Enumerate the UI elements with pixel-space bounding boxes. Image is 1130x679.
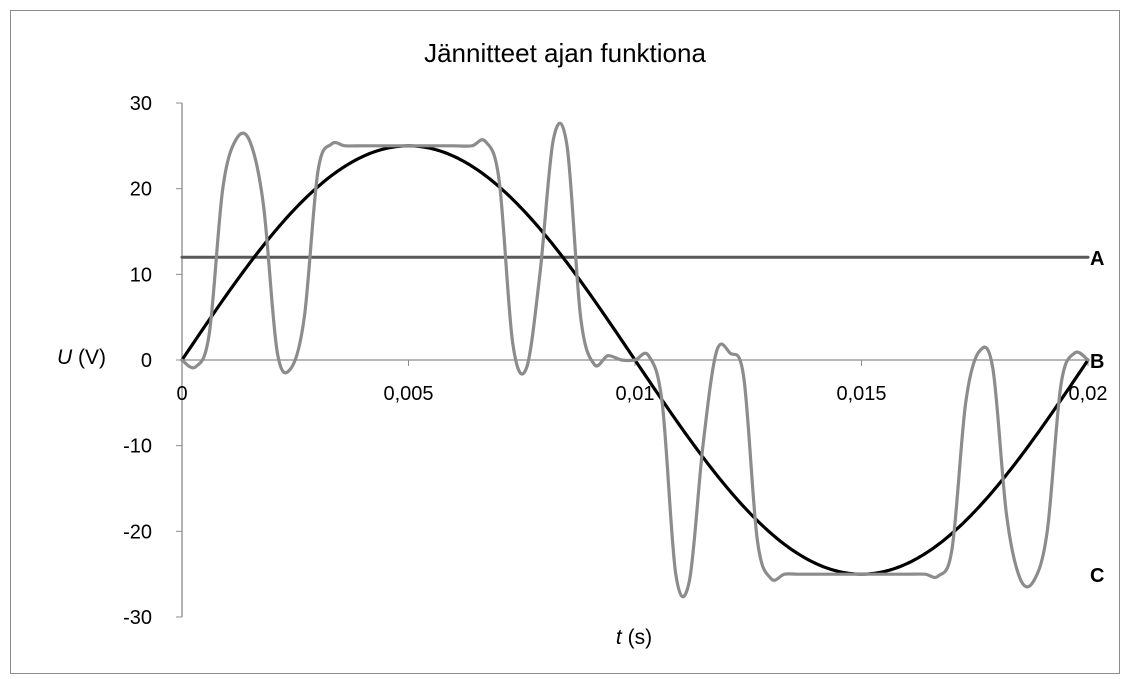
x-tick-label: 0,02 [1069, 383, 1108, 405]
series-c-label: C [1090, 565, 1104, 587]
y-tick-label: 30 [130, 93, 152, 115]
x-tick-label: 0 [176, 383, 187, 405]
chart-title: Jännitteet ajan funktiona [424, 38, 706, 68]
y-axis-variable: U [57, 346, 73, 369]
y-tick-label: 20 [130, 179, 152, 201]
x-tick-label: 0,01 [616, 383, 655, 405]
y-axis-label: U (V) [57, 346, 106, 369]
x-axis-variable: t [616, 626, 623, 649]
series-c-line [180, 121, 1090, 599]
y-tick-label: 0 [141, 350, 152, 372]
series-b-label: B [1090, 351, 1104, 373]
y-tick-label: 10 [130, 264, 152, 286]
y-axis-unit: (V) [72, 346, 106, 369]
y-tick-label: -10 [123, 436, 152, 458]
y-tick-label: -30 [123, 607, 152, 629]
x-tick-label: 0,015 [836, 383, 886, 405]
y-tick-label: -20 [123, 521, 152, 543]
x-axis-label: t (s) [616, 626, 652, 649]
x-axis-unit: (s) [622, 626, 652, 649]
x-tick-label: 0,005 [383, 383, 433, 405]
series-a-label: A [1090, 248, 1104, 270]
